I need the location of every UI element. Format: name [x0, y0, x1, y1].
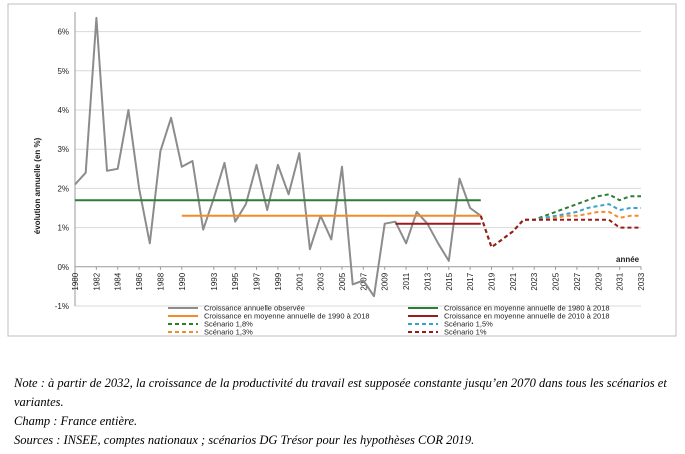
x-tick-label: 2023 — [530, 272, 539, 290]
x-tick-label: 2019 — [487, 272, 496, 290]
series-line-0 — [74, 16, 482, 298]
x-tick-label: 2029 — [594, 272, 603, 290]
series-lines — [74, 16, 641, 298]
x-tick-label: 2027 — [573, 272, 582, 290]
y-tick-label: 3% — [57, 145, 69, 154]
x-tick-label: 2001 — [295, 272, 304, 290]
legend-label: Croissance annuelle observée — [204, 304, 305, 313]
legend-label: Croissance en moyenne annuelle de 2010 à… — [444, 312, 610, 321]
x-tick-label: 2025 — [552, 272, 561, 290]
y-tick-labels: -1% 0% 1% 2% 3% 4% 5% 6% — [55, 28, 69, 311]
x-tick-label: 2003 — [317, 272, 326, 290]
x-tick-label: 1980 — [71, 272, 80, 290]
notes-block: Note : à partir de 2032, la croissance d… — [14, 374, 679, 450]
series-line-7 — [479, 215, 641, 249]
legend-label: Scénario 1,3% — [204, 328, 253, 337]
legend: Croissance annuelle observée Croissance e… — [168, 304, 610, 337]
y-axis-title: évolution annuelle (en %) — [33, 137, 42, 234]
x-tick-label: 2015 — [445, 272, 454, 290]
sources-text: Sources : INSEE, comptes nationaux ; scé… — [14, 433, 475, 447]
chart-border — [7, 3, 677, 337]
note-text: Note : à partir de 2032, la croissance d… — [14, 376, 667, 409]
chart-frame: -1% 0% 1% 2% 3% 4% 5% 6% 1980 1982 1984 1986 1988 19… — [7, 3, 677, 337]
x-tick-label: 1982 — [92, 272, 101, 290]
x-tick-label: 2017 — [466, 272, 475, 290]
x-tick-label: 2005 — [338, 272, 347, 290]
x-tick-label: 2021 — [509, 272, 518, 290]
x-tick-labels: 1980 1982 1984 1986 1988 1990 1993 1995 1997 1999… — [71, 272, 646, 290]
legend-label: Croissance en moyenne annuelle de 1980 à… — [444, 304, 610, 313]
legend-label: Scénario 1,5% — [444, 320, 493, 329]
y-tick-label: 4% — [57, 106, 69, 115]
x-tick-label: 2011 — [402, 272, 411, 290]
champ-text: Champ : France entière. — [14, 414, 138, 428]
series-line-6 — [479, 210, 641, 249]
y-tick-label: 6% — [57, 28, 69, 37]
legend-label: Scénario 1% — [444, 328, 487, 337]
x-tick-label: 2033 — [637, 272, 646, 290]
legend-label: Scénario 1,8% — [204, 320, 253, 329]
x-axis-title: année — [616, 255, 640, 264]
y-tick-label: 5% — [57, 67, 69, 76]
x-tick-label: 1993 — [210, 272, 219, 290]
x-tick-label: 1999 — [274, 272, 283, 290]
y-tick-label: -1% — [55, 302, 69, 311]
y-tick-label: 0% — [57, 263, 69, 272]
y-tick-label: 1% — [57, 224, 69, 233]
series-line-4 — [479, 193, 641, 249]
x-tick-label: 2009 — [381, 272, 390, 290]
x-tick-label: 1986 — [135, 272, 144, 290]
grid-lines — [74, 12, 642, 307]
x-tick-label: 1997 — [253, 272, 262, 290]
x-tick-label: 2031 — [616, 272, 625, 290]
x-tick-label: 1984 — [114, 272, 123, 290]
x-tick-label: 1995 — [231, 272, 240, 290]
line-chart: -1%0%1%2%3%4%5%6% 1980 1982 1984 1986 1988 19… — [7, 3, 677, 337]
y-tick-label: 2% — [57, 184, 69, 193]
legend-label: Croissance en moyenne annuelle de 1990 à… — [204, 312, 370, 321]
x-tick-label: 2013 — [423, 272, 432, 290]
x-tick-label: 1990 — [178, 272, 187, 290]
series-line-5 — [479, 203, 641, 249]
x-tick-label: 1988 — [156, 272, 165, 290]
